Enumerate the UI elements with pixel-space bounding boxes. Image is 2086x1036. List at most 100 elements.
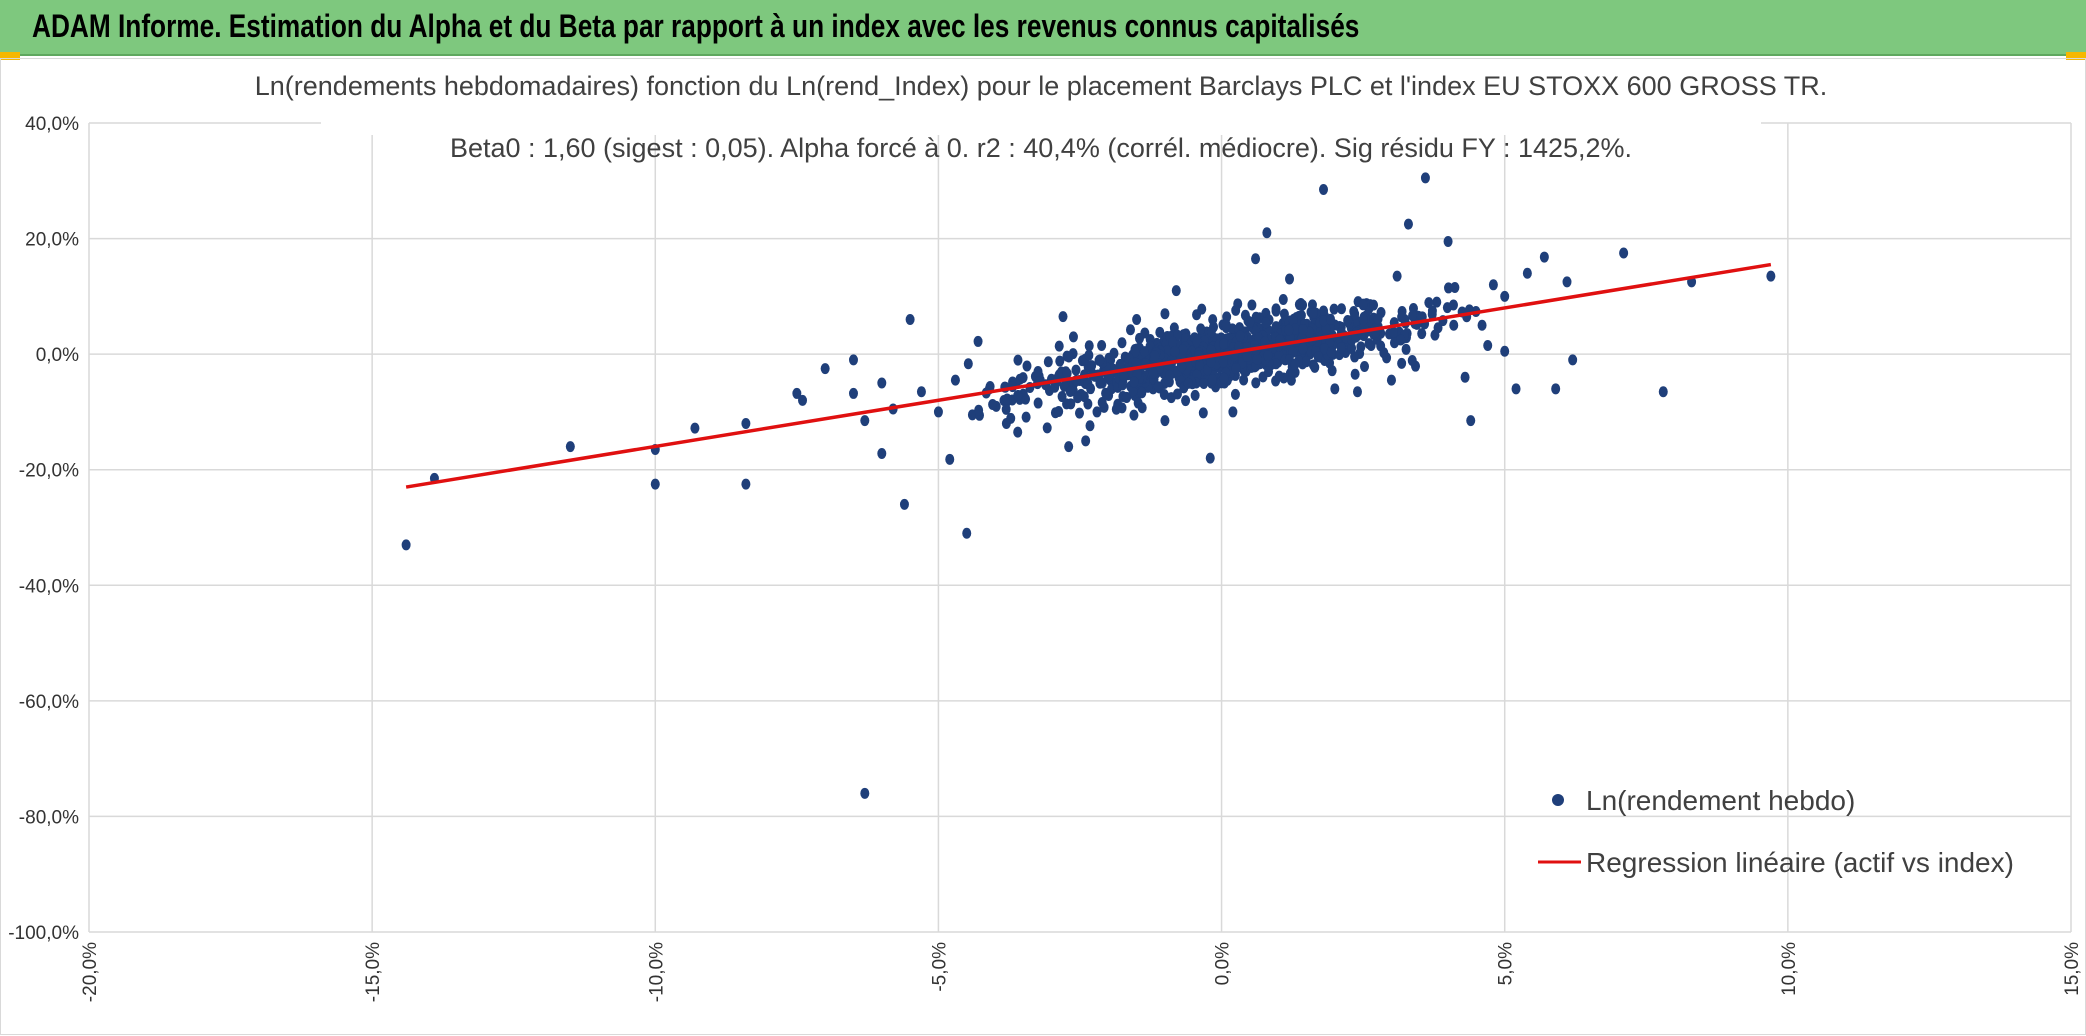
data-point: [1178, 344, 1188, 356]
grid-lines: [88, 122, 2072, 933]
data-point: [1264, 366, 1274, 378]
data-point: [1021, 411, 1031, 423]
data-point: [1350, 368, 1360, 380]
data-point: [1427, 305, 1437, 317]
data-point: [1271, 375, 1281, 387]
data-point: [1153, 381, 1163, 393]
data-point: [1150, 350, 1160, 362]
x-tick-label: 15,0%: [2062, 942, 2083, 996]
data-point: [1058, 311, 1068, 323]
data-point: [1261, 317, 1271, 329]
data-point: [1205, 452, 1215, 464]
legend-marker-points: [1552, 794, 1564, 806]
data-point: [1235, 330, 1245, 342]
data-point: [1177, 361, 1187, 373]
x-tick-label: 0,0%: [1213, 942, 1234, 985]
data-point: [1181, 395, 1191, 407]
data-point: [1488, 279, 1498, 291]
data-point: [1222, 311, 1232, 323]
data-point: [1379, 347, 1389, 359]
data-point: [1285, 273, 1295, 285]
data-point: [1206, 344, 1216, 356]
data-point: [1184, 359, 1194, 371]
data-point: [1432, 296, 1442, 308]
data-point: [1301, 356, 1311, 368]
data-point: [1407, 355, 1417, 367]
data-point: [1330, 383, 1340, 395]
y-tick-label: 40,0%: [25, 114, 79, 135]
data-point: [877, 377, 887, 389]
data-point: [1084, 340, 1094, 352]
data-point: [1373, 313, 1383, 325]
data-point: [1450, 282, 1460, 294]
data-point: [1260, 336, 1270, 348]
data-point: [1013, 426, 1023, 438]
data-point: [1192, 309, 1202, 321]
data-point: [1196, 323, 1206, 335]
data-point: [1403, 218, 1413, 230]
data-point: [1198, 407, 1208, 419]
data-point: [1001, 403, 1011, 415]
data-point: [741, 417, 751, 429]
data-point: [1170, 345, 1180, 357]
data-point: [1084, 349, 1094, 361]
data-point: [1319, 183, 1329, 195]
data-point: [1139, 346, 1149, 358]
data-point: [962, 527, 972, 539]
data-point: [1500, 345, 1510, 357]
data-point: [1219, 338, 1229, 350]
data-point: [1117, 337, 1127, 349]
title-background: [321, 63, 1761, 135]
data-point: [1064, 351, 1074, 363]
data-point: [1308, 307, 1318, 319]
data-point: [1262, 227, 1272, 239]
data-point: [1064, 441, 1074, 453]
scatter-chart: 40,0% 20,0% 0,0% -20,0% -40,0% -60,0% -80,0% -1…: [8, 63, 2083, 1002]
data-point: [1219, 372, 1229, 384]
data-point: [1018, 372, 1028, 384]
data-point: [1358, 299, 1368, 311]
data-point: [741, 478, 751, 490]
data-point: [1092, 406, 1102, 418]
legend-label-points: Ln(rendement hebdo): [1586, 785, 1855, 816]
data-point: [1522, 267, 1532, 279]
data-point: [1401, 343, 1411, 355]
data-point: [1658, 386, 1668, 398]
data-point: [1239, 374, 1249, 386]
data-point: [565, 441, 575, 453]
data-point: [1619, 247, 1629, 259]
data-point: [848, 387, 858, 399]
data-point: [1477, 319, 1487, 331]
data-point: [1183, 377, 1193, 389]
data-point: [1155, 326, 1165, 338]
scatter-points: [401, 172, 1776, 799]
data-point: [1443, 282, 1453, 294]
data-point: [1343, 315, 1353, 327]
data-point: [1252, 353, 1262, 365]
data-point: [1386, 374, 1396, 386]
data-point: [1160, 415, 1170, 427]
data-point: [1347, 342, 1357, 354]
data-point: [1228, 406, 1238, 418]
data-point: [1207, 374, 1217, 386]
y-tick-label: -100,0%: [8, 923, 79, 944]
data-point: [1511, 383, 1521, 395]
data-point: [798, 394, 808, 406]
chart-area: 40,0% 20,0% 0,0% -20,0% -40,0% -60,0% -80,0% -1…: [0, 58, 2086, 1035]
data-point: [848, 354, 858, 366]
x-tick-label: -5,0%: [929, 942, 950, 992]
data-point: [1062, 398, 1072, 410]
y-tick-label: 20,0%: [25, 230, 79, 251]
data-point: [1460, 371, 1470, 383]
data-point: [1054, 406, 1064, 418]
data-point: [945, 453, 955, 465]
regression-line-group: [405, 262, 1772, 489]
data-point: [1337, 303, 1347, 315]
x-tick-label: -10,0%: [646, 942, 667, 1002]
data-point: [1500, 290, 1510, 302]
data-point: [1551, 383, 1561, 395]
data-point: [1568, 354, 1578, 366]
data-point: [1071, 364, 1081, 376]
data-point: [1308, 359, 1318, 371]
data-point: [1042, 422, 1052, 434]
